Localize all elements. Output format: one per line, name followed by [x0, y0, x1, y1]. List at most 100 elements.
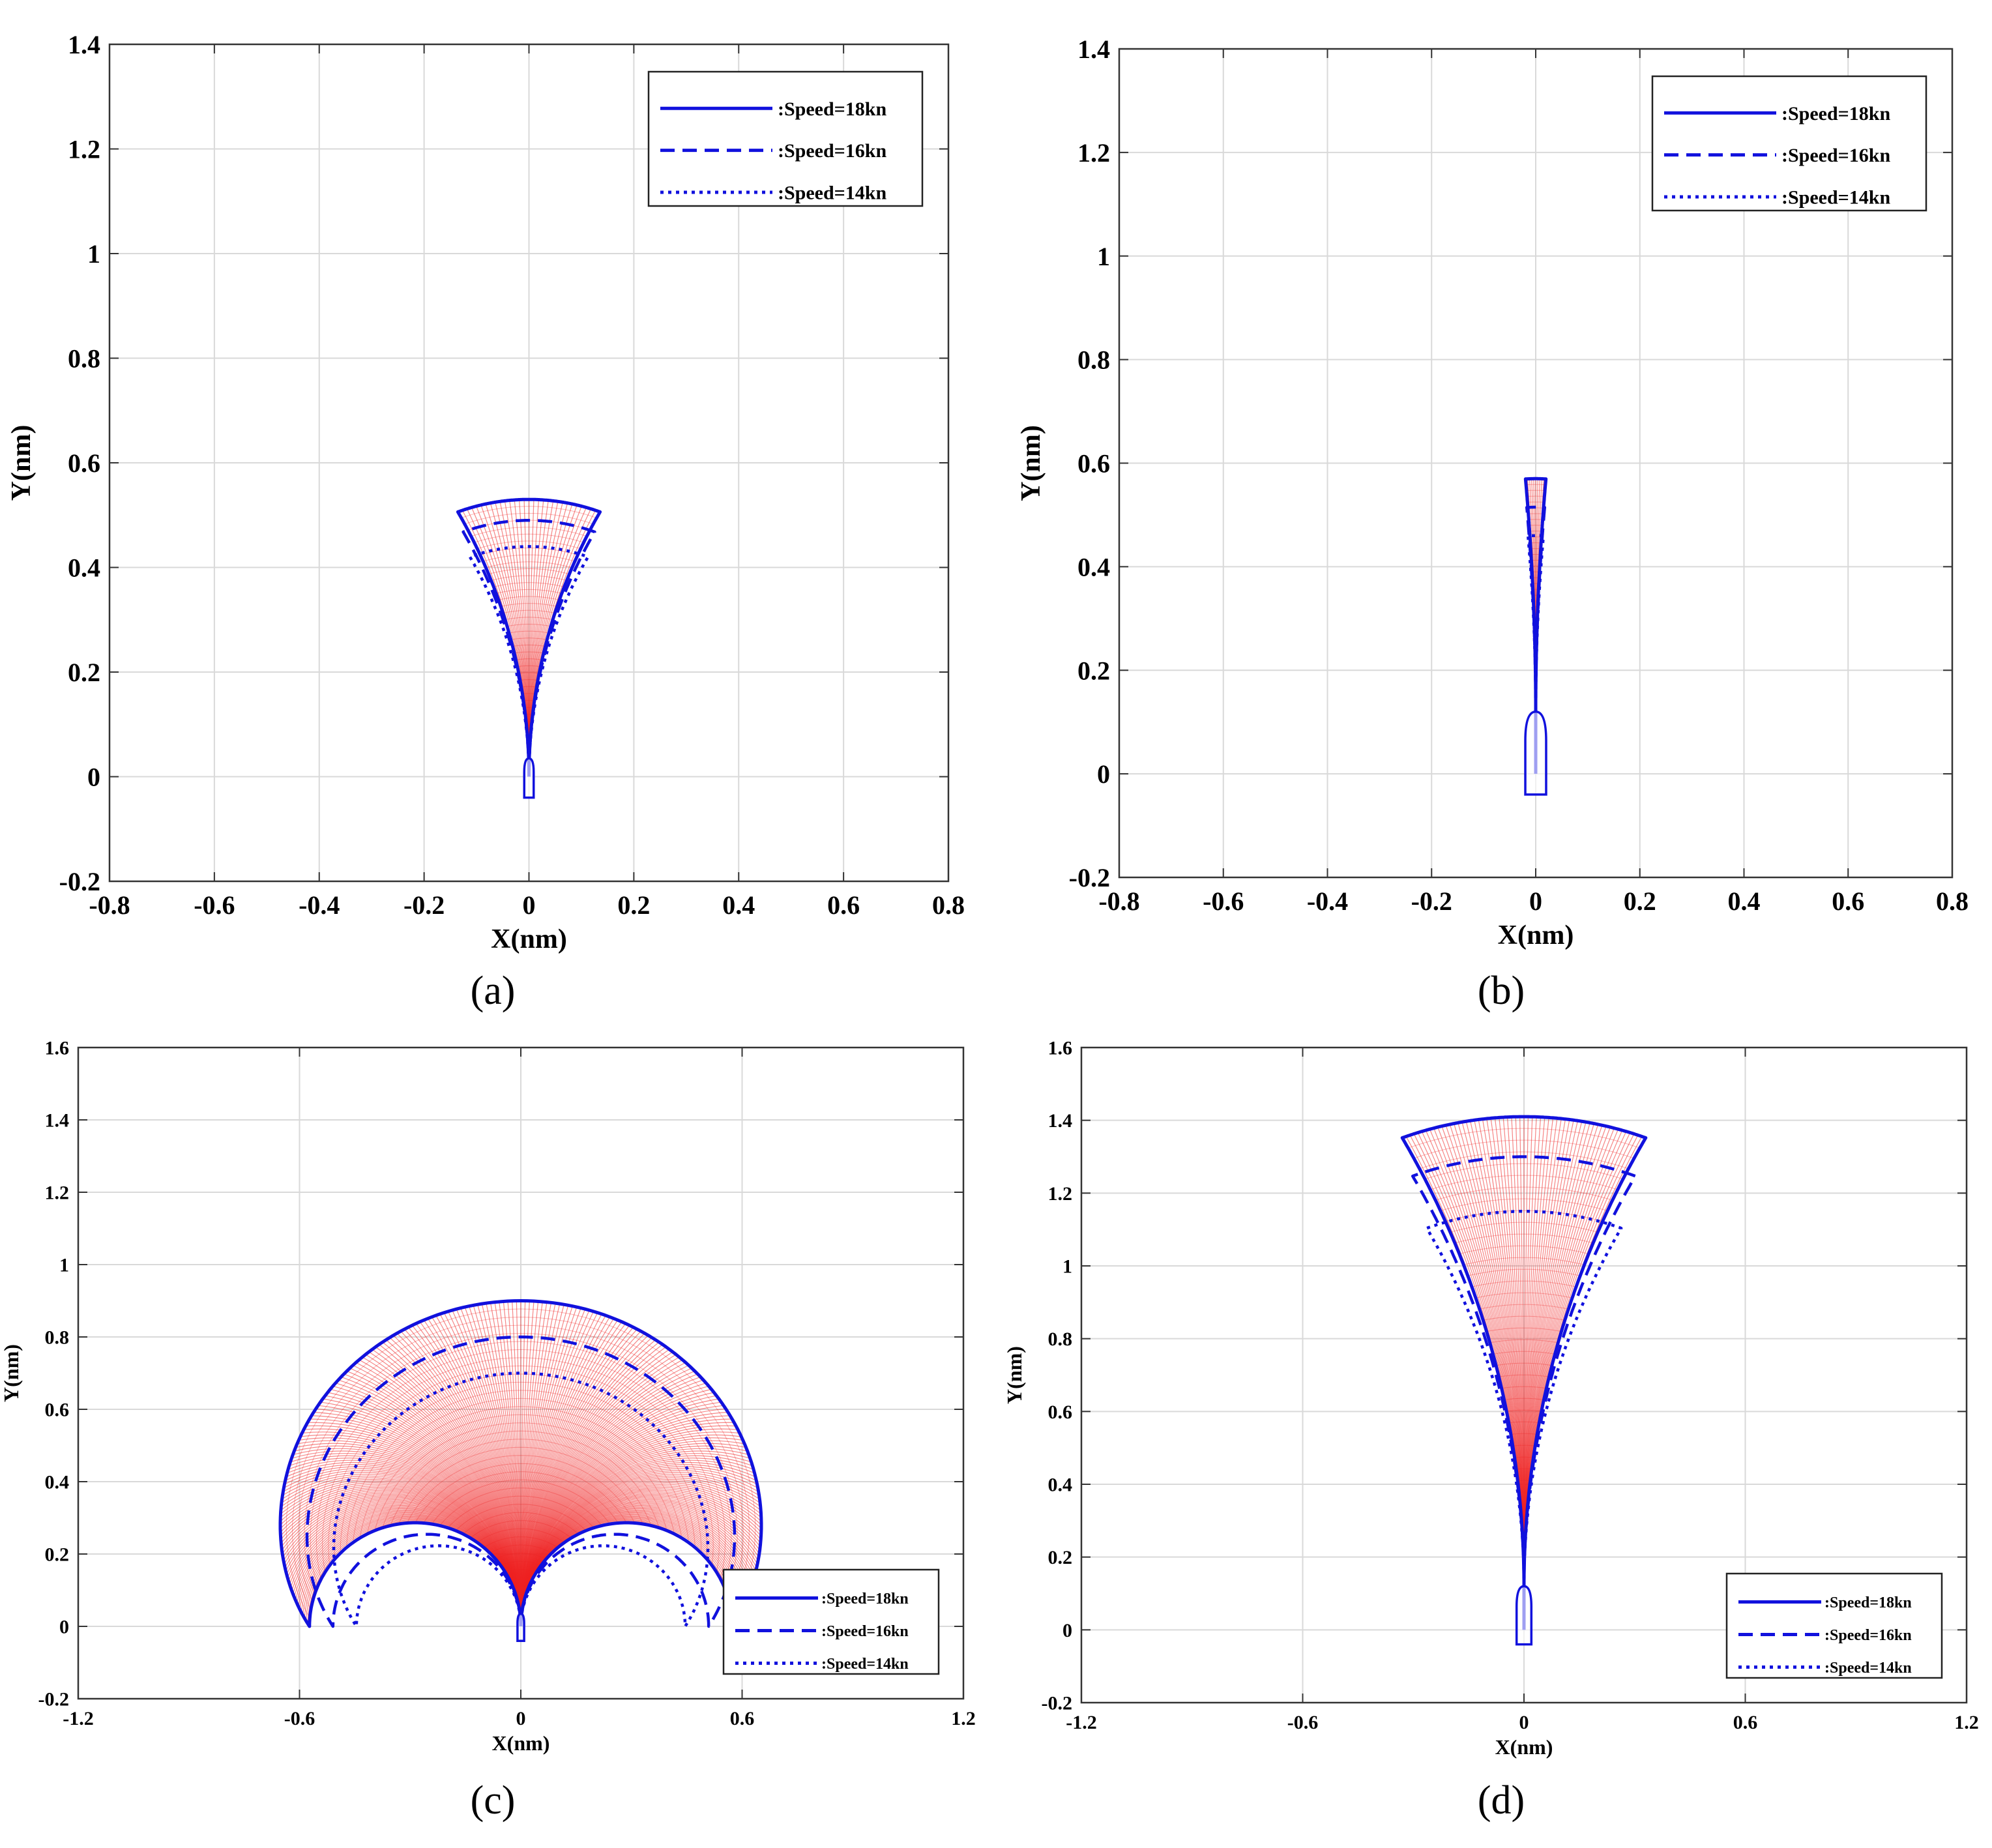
x-tick-label: 0.6 [827, 890, 860, 920]
y-tick-label: 0.6 [1048, 1401, 1073, 1423]
iso-distance-arc [310, 1341, 732, 1587]
iso-distance-arc [490, 1544, 552, 1554]
plot-area [1400, 1115, 1648, 1646]
iso-distance-arc [498, 596, 560, 600]
boundary-dashed [305, 1335, 737, 1628]
y-tick-label: 1.2 [68, 135, 100, 164]
iso-distance-arc [463, 1512, 579, 1534]
iso-distance-arc [514, 651, 544, 654]
legend-entry-label: :Speed=16kn [1824, 1627, 1912, 1644]
y-tick-label: 0.4 [1077, 552, 1110, 581]
boundary-solid [278, 1299, 763, 1628]
iso-distance-arc [1493, 1351, 1555, 1355]
iso-distance-arc [486, 561, 572, 568]
legend-box [1725, 1572, 1943, 1679]
iso-distance-arc [1459, 1245, 1589, 1255]
iso-distance-arc [1419, 1151, 1629, 1169]
y-tick-label: 0.4 [68, 553, 100, 583]
y-tick-label: 0.6 [1077, 449, 1110, 478]
iso-distance-arc [471, 527, 587, 537]
iso-distance-arc [505, 1569, 537, 1573]
iso-distance-arc [464, 512, 594, 525]
x-tick-label: -0.2 [403, 890, 445, 920]
iso-distance-arc [1475, 1292, 1573, 1298]
iso-distance-arc [470, 1520, 572, 1538]
y-tick-label: 0.8 [1077, 345, 1110, 375]
legend-box [1651, 75, 1927, 212]
iso-distance-arc [1508, 1421, 1540, 1424]
x-tick-label: -0.2 [1411, 887, 1452, 916]
legend-entry-label: :Speed=14kn [821, 1656, 909, 1673]
y-tick-label: 1.4 [45, 1110, 70, 1132]
iso-distance-arc [520, 679, 538, 681]
iso-distance-arc [455, 1504, 587, 1531]
iso-distance-arc [1510, 1433, 1538, 1435]
iso-distance-arc [483, 1536, 559, 1548]
boundary-dotted [332, 1371, 710, 1628]
iso-distance-arc [334, 1373, 708, 1559]
x-tick-label: 1.2 [951, 1708, 976, 1729]
y-tick-label: 0.6 [68, 448, 100, 478]
iso-distance-arc [505, 617, 553, 621]
x-tick-label: -1.2 [63, 1708, 94, 1729]
legend: :Speed=18kn:Speed=16kn:Speed=14kn [722, 1568, 940, 1675]
y-tick-label: 0.2 [1048, 1547, 1073, 1568]
x-tick-label: 0.2 [1624, 887, 1656, 916]
iso-distance-arc [1440, 1198, 1608, 1211]
panel-d: -1.2 -0.6 0 0.6 1.2 -0.2 0 0.2 0.4 0.6 0.8 1 1.2 1.4 1… [1003, 1038, 1979, 1823]
boundary-solid [456, 497, 602, 777]
panel-b: -0.8 -0.6 -0.4 -0.2 0 0.2 0.4 0.6 0.8 -0.2 0 0.2 0.4… [1016, 35, 1969, 1013]
iso-distance-arc [461, 506, 597, 519]
panel-label: (d) [1478, 1778, 1525, 1823]
iso-distance-arc [406, 1455, 636, 1523]
y-tick-label: 0 [59, 1617, 69, 1638]
iso-distance-arc [1445, 1210, 1603, 1222]
plot-area [278, 1299, 763, 1642]
y-tick-label: 0.2 [45, 1544, 70, 1566]
iso-distance-arc [353, 1398, 689, 1543]
x-tick-label: 0 [1519, 1712, 1529, 1733]
x-tick-label: 0.6 [1832, 887, 1864, 916]
iso-distance-arc [423, 1471, 619, 1523]
boundary-dashed [1411, 1155, 1637, 1587]
plot-area [456, 497, 602, 799]
y-tick-label: 0.8 [1048, 1328, 1073, 1350]
y-tick-label: -0.2 [1069, 863, 1110, 892]
y-tick-label: -0.2 [38, 1689, 70, 1710]
iso-distance-arc [328, 1365, 714, 1566]
iso-distance-arc [496, 589, 562, 594]
ship-outline [523, 757, 535, 799]
x-tick-label: 0.2 [617, 890, 650, 920]
iso-distance-arc [366, 1414, 675, 1534]
x-axis-label: X(nm) [1498, 920, 1574, 950]
legend-entry-label: :Speed=18kn [821, 1591, 909, 1607]
iso-distance-arc [1483, 1315, 1565, 1321]
x-tick-label: 0.4 [1728, 887, 1761, 916]
iso-distance-arc [510, 638, 548, 640]
legend-box [647, 70, 924, 207]
x-tick-label: -1.2 [1066, 1712, 1097, 1733]
iso-distance-arc [501, 603, 557, 607]
iso-distance-arc [1435, 1186, 1613, 1201]
iso-distance-arc [315, 1349, 726, 1579]
iso-distance-arc [491, 575, 567, 581]
boundary-dashed [461, 519, 596, 777]
iso-distance-arc [1504, 1398, 1544, 1400]
y-tick-label: 0.8 [68, 344, 100, 374]
y-tick-label: 0 [1062, 1620, 1072, 1641]
y-tick-label: 0.2 [1077, 656, 1110, 685]
iso-distance-arc [1514, 1456, 1534, 1458]
x-tick-label: -0.8 [1098, 887, 1139, 916]
y-axis-label: Y(nm) [7, 425, 37, 501]
y-axis-label: Y(nm) [1003, 1346, 1026, 1404]
iso-distance-arc [493, 582, 564, 587]
x-tick-label: 1.2 [1954, 1712, 1979, 1733]
panel-label: (b) [1478, 969, 1525, 1013]
legend-entry-label: :Speed=18kn [778, 98, 886, 120]
legend-entry-label: :Speed=14kn [1824, 1660, 1912, 1677]
x-tick-label: 0.8 [932, 890, 965, 920]
iso-distance-arc [1413, 1139, 1635, 1159]
iso-distance-arc [474, 533, 584, 543]
x-tick-label: -0.6 [194, 890, 235, 920]
